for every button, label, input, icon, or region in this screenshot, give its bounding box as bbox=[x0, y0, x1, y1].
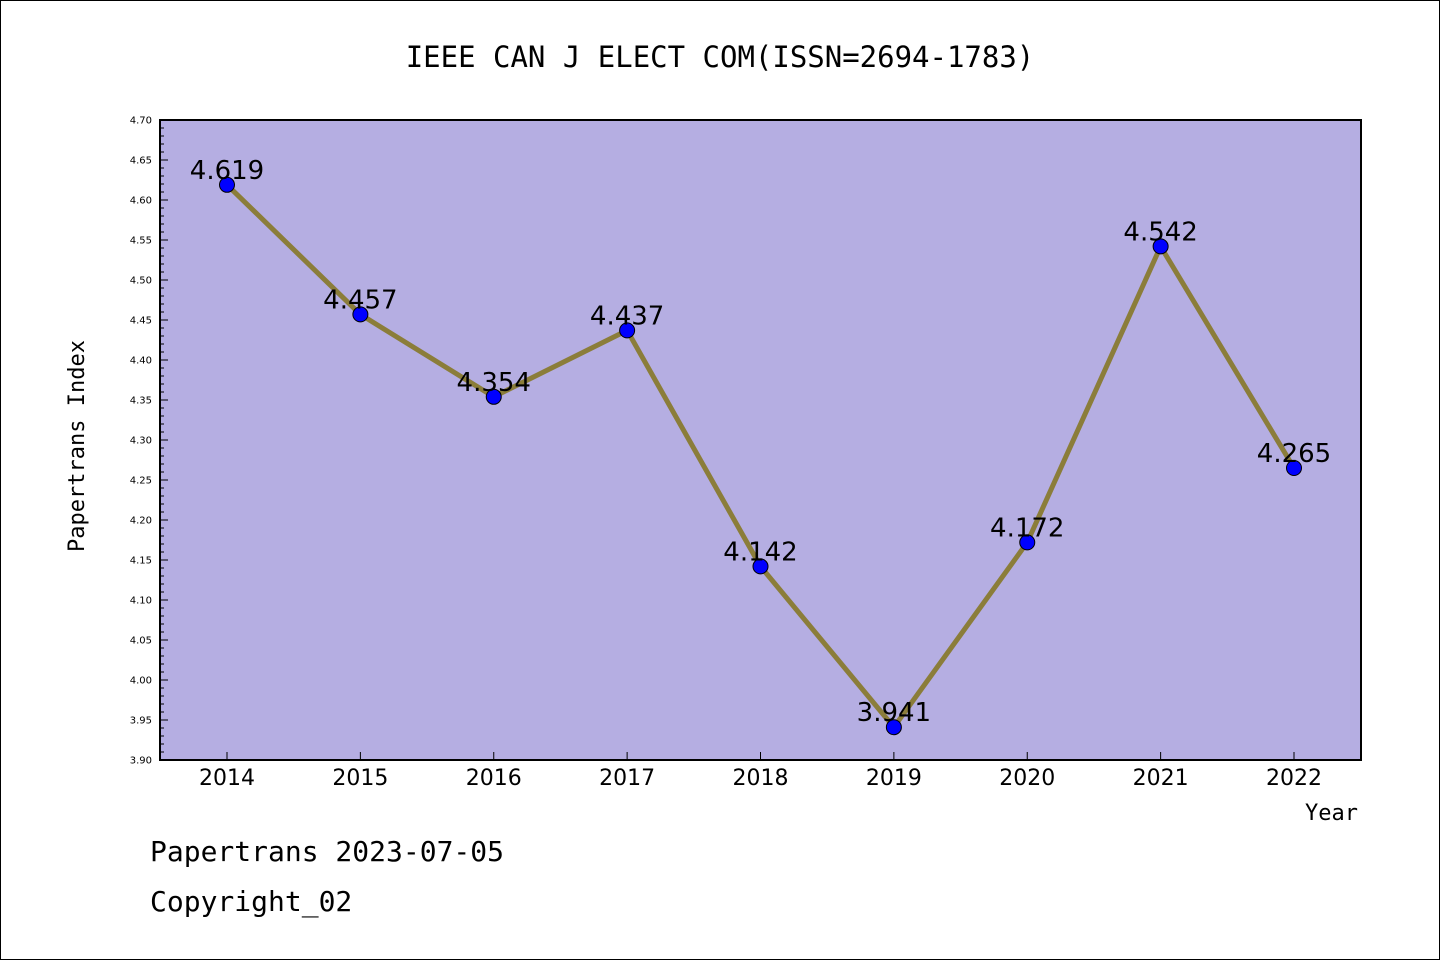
y-tick-label: 4.60 bbox=[130, 196, 152, 207]
x-tick-label: 2016 bbox=[466, 766, 522, 791]
y-tick-label: 3.90 bbox=[130, 756, 152, 767]
x-tick-label: 2022 bbox=[1266, 766, 1322, 791]
footer-copyright: Copyright_02 bbox=[150, 885, 353, 918]
chart-title: IEEE CAN J ELECT COM(ISSN=2694-1783) bbox=[406, 40, 1035, 74]
x-axis: 2014 2015 2016 2017 2018 2019 2020 2021 2022 bbox=[199, 752, 1322, 791]
data-point bbox=[485, 388, 502, 405]
y-tick-label: 4.30 bbox=[130, 436, 152, 447]
data-label: 4.542 bbox=[1123, 217, 1197, 247]
data-label: 4.354 bbox=[457, 368, 531, 398]
x-tick-label: 2018 bbox=[733, 766, 789, 791]
x-tick-label: 2020 bbox=[999, 766, 1055, 791]
data-point bbox=[352, 306, 369, 323]
series-line-group: 4.619 4.457 4.354 4.437 4.142 3.941 4.172 4.542… bbox=[190, 156, 1331, 736]
plot-area bbox=[159, 119, 1362, 761]
data-label: 4.265 bbox=[1257, 439, 1331, 469]
data-label: 4.619 bbox=[190, 156, 264, 186]
y-tick-label: 4.15 bbox=[130, 556, 152, 567]
y-tick-label: 4.25 bbox=[130, 476, 152, 487]
x-tick-label: 2017 bbox=[599, 766, 655, 791]
data-label: 4.142 bbox=[723, 537, 797, 567]
y-tick-label: 4.45 bbox=[130, 316, 152, 327]
data-point bbox=[752, 558, 769, 575]
y-axis-label: Papertrans Index bbox=[65, 340, 90, 552]
data-point bbox=[1019, 534, 1036, 551]
data-label: 3.941 bbox=[857, 698, 931, 728]
data-label: 4.172 bbox=[990, 513, 1064, 543]
footer-date: Papertrans 2023-07-05 bbox=[150, 835, 505, 868]
x-tick-label: 2015 bbox=[332, 766, 388, 791]
y-tick-label: 4.50 bbox=[130, 276, 152, 287]
data-label: 4.437 bbox=[590, 301, 664, 331]
data-point bbox=[219, 176, 235, 193]
y-tick-label: 4.10 bbox=[130, 596, 152, 607]
y-tick-label: 4.70 bbox=[130, 116, 152, 127]
x-tick-label: 2021 bbox=[1133, 766, 1189, 791]
y-tick-label: 4.55 bbox=[130, 236, 152, 247]
y-tick-label: 4.00 bbox=[130, 676, 152, 687]
y-tick-label: 4.65 bbox=[130, 156, 152, 167]
data-point bbox=[1152, 238, 1169, 255]
y-tick-label: 3.95 bbox=[130, 716, 152, 727]
x-axis-label: Year bbox=[1305, 801, 1358, 826]
y-tick-label: 4.05 bbox=[130, 636, 152, 647]
y-tick-label: 4.20 bbox=[130, 516, 152, 527]
data-point bbox=[619, 322, 636, 339]
data-label: 4.457 bbox=[323, 285, 397, 315]
x-tick-label: 2019 bbox=[866, 766, 922, 791]
y-axis: 3.90 3.95 4.00 4.05 4.10 4.15 4.20 4.25 4.30 4.35… bbox=[130, 116, 168, 767]
y-tick-label: 4.40 bbox=[130, 356, 152, 367]
data-point bbox=[885, 719, 902, 736]
x-tick-label: 2014 bbox=[199, 766, 255, 791]
y-tick-label: 4.35 bbox=[130, 396, 152, 407]
data-point bbox=[1286, 460, 1302, 476]
